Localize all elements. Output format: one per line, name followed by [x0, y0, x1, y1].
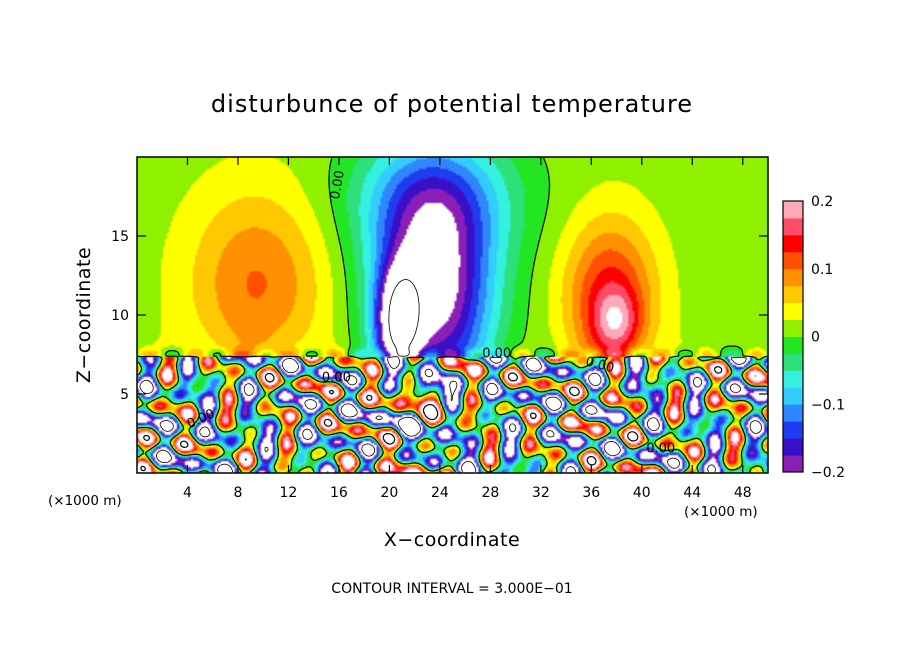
x-tick-label-36: 36 — [582, 485, 600, 501]
x-tick-label-16: 16 — [330, 485, 348, 501]
colorbar-swatch-10 — [783, 285, 803, 304]
y-axis-label: Z−coordinate — [73, 247, 95, 383]
contour-label-1: 0.00 — [482, 347, 511, 362]
colorbar-swatch-9 — [783, 302, 803, 321]
colorbar-swatch-8 — [783, 319, 803, 337]
contour-label-2: 0.00 — [322, 370, 351, 385]
colorbar-swatch-11 — [783, 268, 803, 287]
colorbar-swatch-7 — [783, 336, 803, 354]
colorbar: 0.2 0.1 0 −0.1 −0.2 — [782, 194, 845, 481]
colorbar-swatch-2 — [783, 421, 803, 439]
x-tick-label-24: 24 — [431, 485, 449, 501]
y-tick-label-10: 10 — [111, 308, 129, 324]
colorbar-swatch-13 — [783, 234, 803, 253]
colorbar-label-0: 0.2 — [811, 194, 833, 210]
x-tick-label-44: 44 — [683, 485, 701, 501]
colorbar-frame — [782, 200, 804, 473]
chart-title: disturbunce of potential temperature — [211, 90, 693, 118]
colorbar-swatch-1 — [783, 438, 803, 456]
contour-label-4: 0.00 — [584, 354, 616, 376]
y-axis: 5 10 15 — [111, 229, 768, 403]
contour-interval: CONTOUR INTERVAL = 3.000E−01 — [331, 581, 572, 597]
colorbar-swatch-0 — [783, 455, 803, 473]
x-unit-left: (×1000 m) — [48, 493, 122, 509]
colorbar-label-2: 0 — [811, 330, 820, 346]
x-unit-right: (×1000 m) — [684, 504, 758, 520]
contour-zero — [137, 157, 768, 473]
x-tick-label-48: 48 — [734, 485, 752, 501]
x-tick-label-32: 32 — [532, 485, 550, 501]
colorbar-swatch-3 — [783, 404, 803, 422]
colorbar-swatch-5 — [783, 370, 803, 388]
potential-temperature-field — [137, 157, 768, 473]
contour-label-5: 0.00 — [646, 441, 675, 456]
x-tick-label-20: 20 — [380, 485, 398, 501]
contour-lines — [137, 157, 768, 473]
x-tick-label-40: 40 — [633, 485, 651, 501]
x-tick-label-4: 4 — [183, 485, 192, 501]
y-tick-label-15: 15 — [111, 229, 129, 245]
x-tick-label-8: 8 — [233, 485, 242, 501]
x-axis-label: X−coordinate — [384, 529, 520, 551]
colorbar-swatch-14 — [783, 217, 803, 236]
plot-area: 0.000.000.000.000.000.00 — [136, 156, 769, 474]
y-tick-label-5: 5 — [120, 387, 129, 403]
colorbar-label-4: −0.2 — [811, 465, 845, 481]
colorbar-swatch-6 — [783, 353, 803, 371]
contour-positive — [140, 357, 756, 472]
contour-label-0: 0.00 — [328, 169, 348, 200]
x-axis: 4 8 12 16 20 24 28 32 36 40 44 48 — [183, 157, 752, 501]
contour-negative — [139, 279, 763, 473]
contour-labels: 0.000.000.000.000.000.00 — [185, 169, 675, 456]
colorbar-swatch-4 — [783, 387, 803, 405]
x-tick-label-12: 12 — [280, 485, 298, 501]
colorbar-swatch-15 — [783, 201, 803, 219]
colorbar-label-1: 0.1 — [811, 262, 833, 278]
colorbar-swatch-12 — [783, 251, 803, 270]
colorbar-label-3: −0.1 — [811, 397, 845, 413]
x-tick-label-28: 28 — [481, 485, 499, 501]
